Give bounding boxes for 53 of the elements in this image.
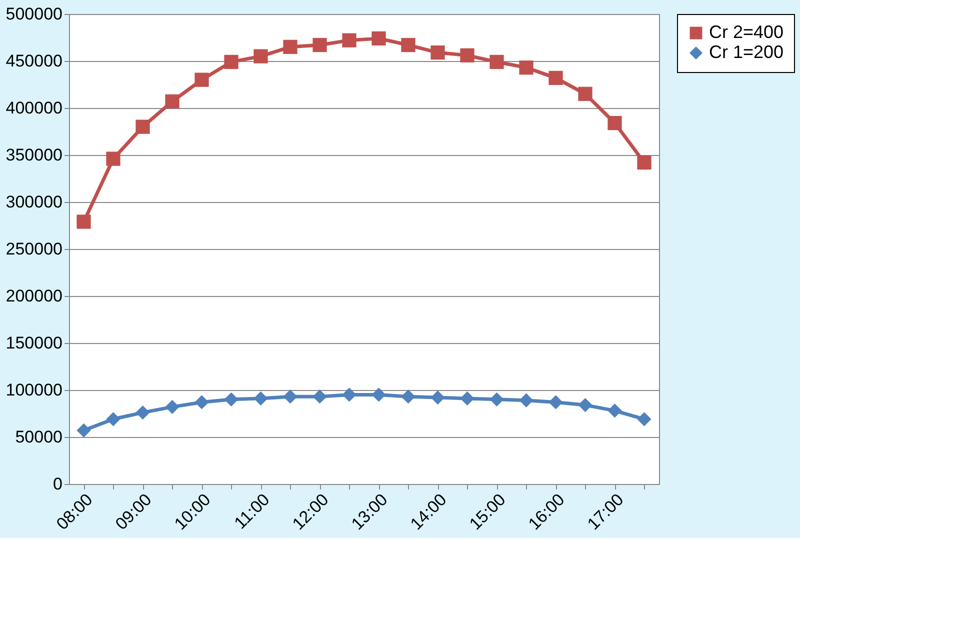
point	[76, 423, 91, 438]
point	[165, 400, 180, 414]
point	[548, 70, 563, 85]
point	[312, 38, 327, 52]
point	[608, 116, 622, 130]
point	[519, 60, 534, 75]
y-tick-label: 200000	[6, 286, 62, 306]
point	[401, 38, 416, 52]
point	[460, 391, 474, 406]
point	[254, 391, 268, 406]
point	[76, 214, 91, 229]
point	[372, 31, 386, 46]
point	[224, 54, 238, 70]
y-tick-label: 300000	[6, 192, 62, 212]
point	[637, 412, 652, 426]
point	[194, 395, 209, 410]
point	[372, 388, 386, 402]
point	[283, 390, 298, 404]
point	[136, 405, 150, 420]
y-tick-label: 250000	[6, 240, 62, 258]
point	[430, 45, 445, 60]
point	[490, 54, 504, 70]
point	[165, 94, 180, 108]
point	[342, 33, 356, 48]
point	[578, 398, 592, 412]
point	[430, 390, 445, 405]
y-tick-label: 500000	[6, 4, 62, 24]
point	[312, 390, 327, 404]
y-tick-label: 150000	[6, 334, 62, 352]
point	[136, 120, 150, 134]
y-tick-label: 0	[53, 474, 62, 494]
point	[460, 48, 474, 62]
point	[519, 393, 534, 408]
y-tick-label: 100000	[6, 380, 62, 400]
point	[342, 388, 356, 402]
point	[194, 72, 209, 87]
point	[283, 40, 298, 54]
point	[224, 392, 238, 406]
point	[106, 152, 120, 166]
point	[637, 155, 652, 170]
point	[608, 404, 622, 418]
y-tick-label: 450000	[6, 52, 62, 70]
point	[548, 395, 563, 410]
y-tick-label: 350000	[6, 146, 62, 164]
y-tick-label: 50000	[15, 428, 62, 446]
point	[106, 412, 120, 426]
point	[490, 392, 504, 406]
point	[401, 390, 416, 404]
point	[254, 49, 268, 64]
legend-label: Cr 1=200	[709, 42, 784, 62]
legend-label: Cr 2=400	[709, 22, 784, 42]
y-tick-label: 400000	[6, 98, 62, 118]
point	[578, 86, 592, 101]
